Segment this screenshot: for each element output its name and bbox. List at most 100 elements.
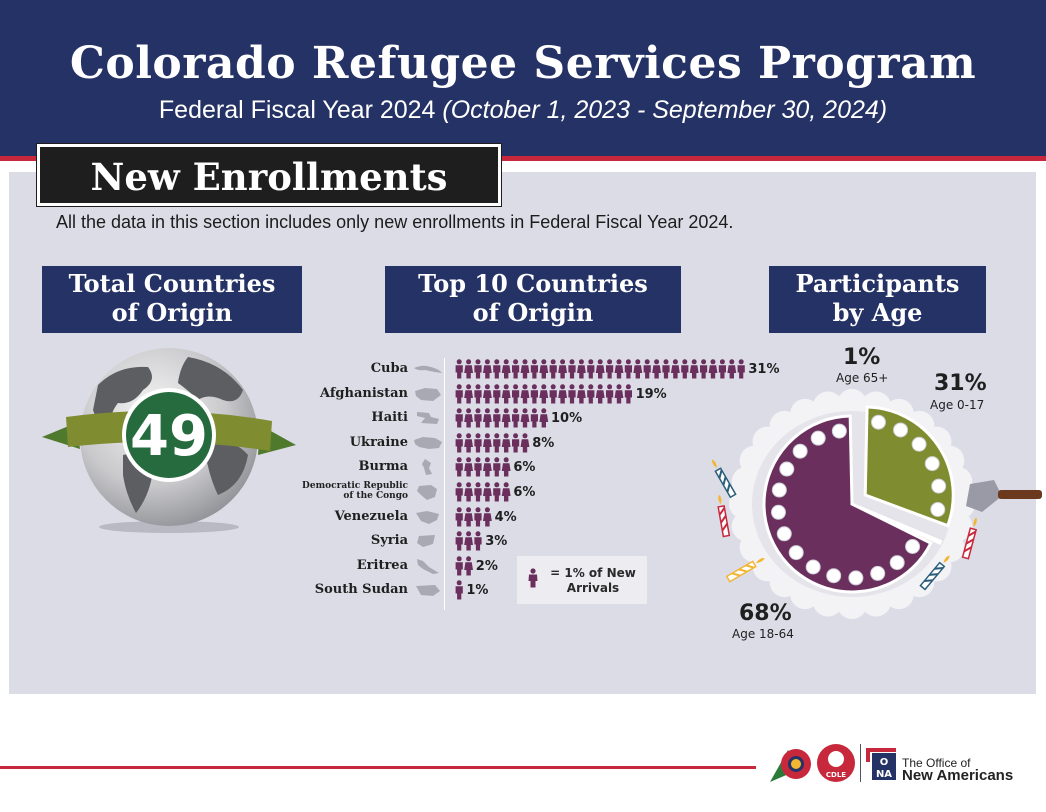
- country-map-icon: [414, 365, 442, 373]
- person-icon: [455, 531, 463, 551]
- header-banner: [0, 0, 1046, 156]
- country-map-icon: [416, 510, 439, 524]
- frosting-dollop: [805, 559, 821, 575]
- country-map-shape: [414, 365, 442, 373]
- frosting-dollop: [889, 555, 905, 571]
- person-icon: [455, 482, 463, 502]
- person-icon: [474, 383, 482, 404]
- data-label: 8%: [532, 435, 555, 451]
- frosting-dollop: [848, 570, 864, 586]
- person-icon: [652, 359, 661, 379]
- data-label: 10%: [551, 411, 583, 427]
- category-label: Haiti: [371, 410, 408, 426]
- footer-divider: [0, 766, 756, 769]
- person-icon: [689, 359, 699, 379]
- person-icon: [520, 408, 530, 428]
- bar-row: Democratic Republic of the Congo 6%: [270, 481, 790, 503]
- bar-mark: [455, 457, 511, 477]
- person-icon: [455, 556, 463, 576]
- frosting-dollop: [870, 414, 886, 430]
- candle-flame: [973, 517, 977, 528]
- person-icon: [511, 359, 520, 379]
- heading-top-line1: Top 10 Countries: [418, 269, 648, 298]
- header-divider: [0, 156, 1046, 161]
- data-label: 31%: [748, 362, 780, 377]
- candle-icon: [919, 555, 950, 591]
- person-icon: [501, 433, 511, 453]
- person-icon: [587, 359, 595, 379]
- category-label: Afghanistan: [319, 385, 408, 401]
- candle-flame: [718, 494, 722, 505]
- person-icon: [501, 457, 511, 477]
- person-icon: [464, 506, 473, 527]
- person-icon: [530, 408, 538, 428]
- candle-icon: [961, 517, 978, 560]
- server-blade: [966, 480, 1002, 512]
- person-icon: [568, 359, 576, 379]
- person-icon: [520, 433, 530, 453]
- person-icon: [464, 359, 473, 379]
- cdle-logo-icon: CDLE: [817, 744, 855, 782]
- person-icon: [464, 457, 473, 477]
- country-map-icon: [417, 535, 435, 548]
- person-icon: [483, 408, 492, 428]
- frosting-dollop: [771, 482, 787, 498]
- candle-stripes: [718, 469, 731, 493]
- bar-row: South Sudan 1%: [270, 579, 790, 601]
- frosting-dollop: [905, 539, 921, 555]
- frosting-dollop: [931, 478, 947, 494]
- bar-row: Ukraine 8%: [270, 432, 790, 454]
- bar-row: Syria 3%: [270, 530, 790, 552]
- category-label: Syria: [370, 533, 408, 549]
- cdle-label: CDLE: [826, 771, 846, 779]
- badge-circle: [126, 392, 212, 478]
- candle-icon: [717, 494, 731, 538]
- person-icon: [727, 359, 737, 379]
- age-pie-chart: [712, 389, 1042, 619]
- person-icon: [474, 408, 482, 428]
- person-icon: [474, 433, 482, 453]
- person-icon: [493, 457, 501, 477]
- person-icon: [474, 531, 482, 551]
- bar-mark: [455, 383, 632, 404]
- person-icon: [482, 359, 492, 379]
- candle-stripes: [718, 507, 729, 532]
- frosting-dollop: [831, 423, 847, 439]
- data-label: 4%: [494, 509, 517, 525]
- frosting-dollop: [770, 504, 786, 520]
- country-map-icon: [414, 436, 442, 449]
- person-icon: [474, 482, 482, 502]
- country-map-shape: [416, 585, 440, 597]
- heading-total-line2: of Origin: [111, 298, 233, 327]
- person-icon: [576, 359, 586, 379]
- server-handle: [998, 490, 1042, 499]
- person-icon: [493, 408, 501, 428]
- bar-mark: [455, 359, 745, 379]
- section-tab: New Enrollments: [37, 144, 501, 206]
- heading-age-line1: Participants: [795, 269, 960, 298]
- globe-shadow: [99, 521, 239, 533]
- person-icon: [539, 408, 549, 428]
- legend-text: = 1% of New Arrivals: [550, 566, 636, 595]
- data-label: 3%: [485, 534, 508, 550]
- person-icon: [587, 383, 595, 404]
- person-icon: [482, 506, 492, 527]
- country-map-icon: [417, 558, 439, 574]
- person-icon: [737, 359, 745, 379]
- page-subtitle: Federal Fiscal Year 2024 (October 1, 202…: [0, 96, 1046, 125]
- bar-mark: [455, 556, 473, 576]
- person-icon: [455, 457, 463, 477]
- frosting-dollop: [826, 568, 842, 584]
- category-label: Democratic Republic of the Congo: [302, 481, 408, 501]
- person-icon: [681, 359, 689, 379]
- person-icon: [539, 359, 549, 379]
- person-icon: [493, 433, 501, 453]
- person-icon: [530, 383, 538, 404]
- person-icon: [512, 408, 520, 428]
- country-map-icon: [417, 485, 437, 500]
- person-icon: [708, 359, 718, 379]
- person-icon: [624, 359, 632, 379]
- candle-icon: [712, 459, 737, 499]
- person-icon: [643, 359, 651, 379]
- frosting-dollop: [924, 456, 940, 472]
